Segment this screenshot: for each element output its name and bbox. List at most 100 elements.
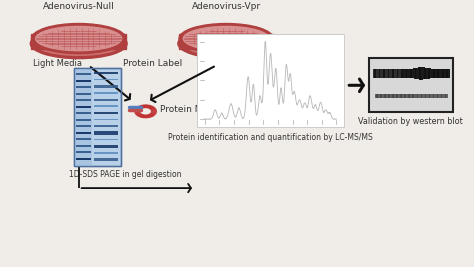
Bar [375, 94, 377, 98]
Bar [76, 119, 91, 121]
Ellipse shape [30, 29, 127, 59]
Bar [397, 94, 399, 98]
Bar [76, 80, 91, 82]
Bar [436, 94, 438, 98]
Bar [76, 73, 91, 75]
Bar [94, 112, 118, 114]
Bar [197, 34, 344, 127]
Bar [379, 69, 381, 78]
Bar [442, 69, 444, 78]
Bar [375, 69, 377, 78]
Bar [415, 68, 417, 79]
Bar [94, 158, 118, 161]
Bar [74, 68, 121, 166]
Bar [76, 132, 91, 134]
Bar [179, 34, 273, 49]
Bar [445, 94, 447, 98]
Text: Adenovirus-Null: Adenovirus-Null [43, 2, 115, 11]
Bar [444, 94, 446, 98]
Bar [448, 69, 450, 78]
Bar [441, 94, 443, 98]
Bar [418, 68, 419, 79]
Bar [94, 72, 118, 74]
Bar [433, 69, 435, 78]
Bar [369, 58, 453, 112]
Text: Heavy Media: Heavy Media [220, 59, 275, 68]
Bar [94, 85, 118, 88]
Text: 1D-SDS PAGE in gel digestion: 1D-SDS PAGE in gel digestion [69, 170, 182, 179]
Bar [392, 94, 394, 98]
Bar [432, 69, 434, 78]
Bar [388, 69, 390, 78]
Bar [390, 94, 391, 98]
Bar [74, 68, 92, 166]
Bar [419, 94, 420, 98]
Bar [31, 34, 126, 49]
Bar [377, 94, 379, 98]
Bar [407, 94, 409, 98]
Bar [94, 139, 118, 140]
Bar [436, 69, 438, 78]
Ellipse shape [36, 26, 122, 51]
Bar [391, 69, 392, 78]
Bar [382, 69, 383, 78]
Bar [387, 94, 389, 98]
Text: Light Media: Light Media [33, 59, 82, 68]
Bar [384, 94, 386, 98]
Bar [413, 68, 414, 78]
Bar [438, 94, 439, 98]
Bar [424, 94, 426, 98]
Bar [418, 94, 419, 98]
Bar [404, 69, 405, 78]
Bar [433, 94, 435, 98]
Ellipse shape [31, 23, 126, 54]
Bar [427, 68, 428, 79]
Bar [441, 69, 443, 78]
Bar [383, 94, 384, 98]
Bar [432, 94, 434, 98]
Bar [411, 69, 413, 78]
Bar [76, 138, 91, 140]
Bar [409, 69, 410, 78]
Bar [412, 94, 414, 98]
Bar [94, 145, 118, 148]
Bar [438, 69, 440, 78]
Bar [388, 94, 390, 98]
Bar [435, 94, 437, 98]
Bar [422, 67, 423, 80]
Bar [373, 69, 374, 78]
Ellipse shape [178, 29, 274, 59]
Bar [385, 94, 387, 98]
Bar [378, 69, 380, 78]
Bar [443, 94, 445, 98]
Bar [419, 67, 421, 80]
Text: Validation by western blot: Validation by western blot [358, 117, 463, 126]
Bar [94, 99, 118, 101]
Bar [383, 69, 385, 78]
Bar [397, 69, 399, 78]
Bar [94, 125, 118, 127]
Bar [94, 105, 118, 107]
Bar [425, 94, 427, 98]
Text: Adenovirus-Vpr: Adenovirus-Vpr [191, 2, 261, 11]
Bar [382, 94, 383, 98]
Bar [76, 145, 91, 147]
Bar [380, 94, 382, 98]
Bar [417, 68, 418, 79]
Ellipse shape [183, 26, 269, 51]
Bar [94, 119, 118, 120]
Bar [416, 94, 418, 98]
Bar [444, 69, 445, 78]
Bar [402, 69, 404, 78]
Bar [423, 94, 425, 98]
Bar [76, 158, 91, 160]
Bar [428, 94, 430, 98]
Bar [446, 69, 448, 78]
Bar [76, 86, 91, 88]
Bar [393, 94, 395, 98]
Bar [424, 68, 426, 79]
Text: Protein Label: Protein Label [123, 59, 182, 68]
Bar [410, 69, 412, 78]
Bar [401, 94, 403, 98]
Bar [377, 69, 378, 78]
